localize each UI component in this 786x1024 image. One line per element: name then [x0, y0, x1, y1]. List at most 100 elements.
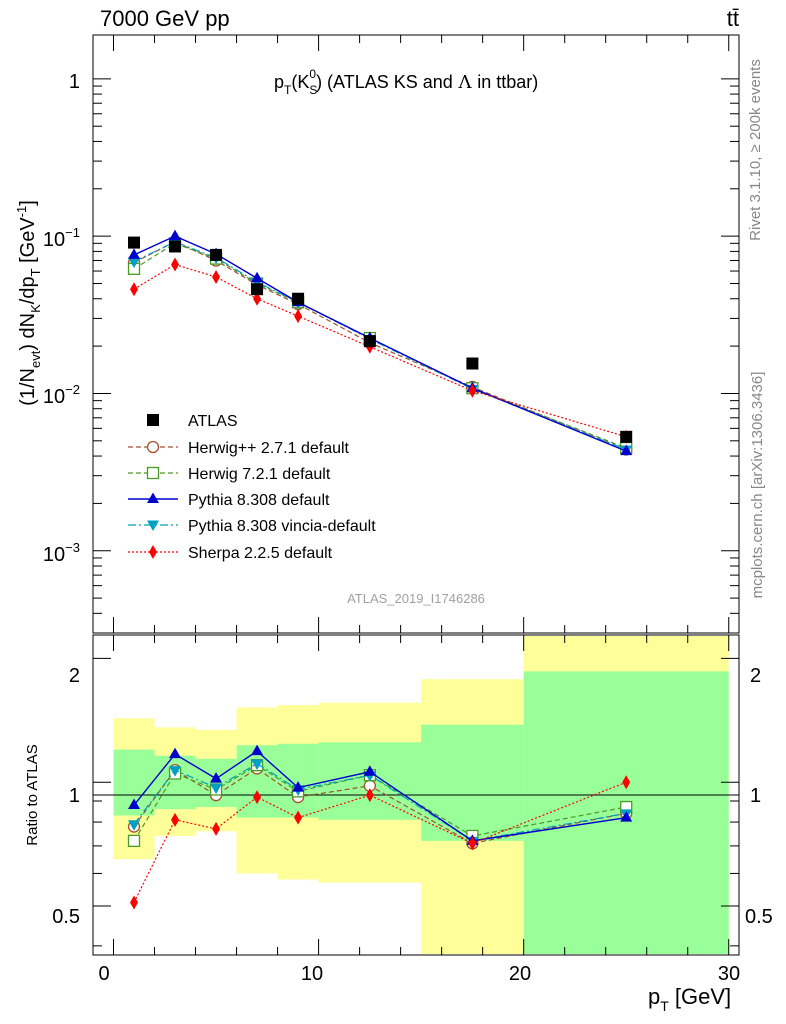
main-point-5-4 [294, 309, 303, 324]
main-point-0-4 [292, 292, 305, 305]
energy-label: 7000 GeV pp [100, 6, 230, 31]
main-point-5-1 [171, 257, 180, 272]
ratio-point-2-7 [620, 811, 633, 822]
main-point-5-3 [253, 291, 262, 306]
ratio-tick-label-right-2: 2 [750, 665, 761, 687]
main-y-axis-label: (1/Nevt) dNK/dpT [GeV-1] [14, 200, 43, 406]
legend-label-sherpa: Sherpa 2.2.5 default [188, 545, 333, 562]
ratio-line-1 [133, 764, 627, 842]
legend-marker-vincia [147, 520, 159, 531]
svg-text:pT [GeV]: pT [GeV] [648, 984, 731, 1014]
rivet-note: Rivet 3.1.10, ≥ 200k events [747, 59, 764, 241]
main-series [127, 229, 633, 457]
ratio-line-2 [133, 750, 627, 842]
ratio-point-1-0 [127, 834, 141, 848]
ratio-point-2-5 [363, 765, 376, 776]
analysis-id: ATLAS_2019_I1746286 [347, 591, 485, 606]
ratio-tick-label-left-0.5: 0.5 [52, 906, 80, 928]
ratio-point-4-2 [212, 821, 221, 836]
axis-ticks [93, 35, 739, 955]
main-point-0-1 [169, 240, 182, 253]
ratio-uncertainty-bands [113, 636, 729, 954]
green-band-4 [277, 743, 319, 818]
main-point-0-7 [620, 430, 633, 443]
green-band-6 [421, 724, 524, 841]
ratio-point-3-3 [251, 759, 264, 771]
legend-entry-vincia: Pythia 8.308 vincia-default [128, 518, 376, 535]
y-tick-label-0.1: 10−1 [43, 225, 80, 251]
main-point-3-1 [169, 229, 182, 241]
green-band-1 [154, 755, 196, 810]
main-point-4-0 [128, 257, 141, 268]
legend-entry-atlas: ATLAS [147, 413, 238, 430]
ratio-point-2-1 [169, 747, 182, 759]
ratio-line-3 [133, 762, 627, 842]
ratio-line-4 [133, 781, 627, 903]
legend-marker-sherpa [149, 545, 157, 559]
x-tick-label-10: 10 [301, 963, 323, 985]
process-label: tt̄ [727, 6, 739, 31]
legend-entry-herwigpp: Herwig++ 2.7.1 default [128, 440, 350, 457]
main-panel-frame [92, 34, 740, 634]
legend-marker-herwigpp [146, 440, 160, 454]
ratio-series [127, 744, 633, 910]
legend-label-herwigpp: Herwig++ 2.7.1 default [188, 440, 350, 457]
ratio-point-2-0 [128, 798, 141, 810]
main-point-0-5 [363, 335, 376, 348]
ratio-point-4-7 [622, 775, 631, 790]
main-line-3 [133, 235, 627, 452]
ratio-point-2-4 [292, 781, 305, 792]
mcplots-note: mcplots.cern.ch [arXiv:1306.3436] [749, 372, 766, 599]
ratio-point-4-0 [130, 895, 139, 910]
main-point-0-2 [210, 248, 223, 261]
svg-text:pT(KS0) (ATLAS KS and Λ in ttb: pT(KS0) (ATLAS KS and Λ in ttbar) [274, 67, 538, 97]
main-point-5-6 [468, 383, 477, 398]
ratio-tick-label-left-1: 1 [69, 785, 80, 807]
main-series-0 [128, 236, 633, 443]
legend-label-herwig7: Herwig 7.2.1 default [188, 466, 331, 483]
ratio-point-4-6 [468, 836, 477, 851]
ratio-point-2-2 [210, 772, 223, 783]
main-point-0-0 [128, 236, 141, 249]
ratio-tick-label-right-0.5: 0.5 [745, 906, 773, 928]
legend-marker-pythia [147, 492, 159, 503]
legend-entry-pythia: Pythia 8.308 default [128, 492, 330, 509]
legend-entry-herwig7: Herwig 7.2.1 default [128, 466, 331, 483]
y-tick-label-0.001: 10−3 [43, 540, 80, 566]
x-tick-labels: 0 10 20 30 [98, 963, 740, 985]
legend-marker-atlas [147, 414, 159, 426]
main-line-5 [133, 263, 627, 438]
ratio-point-4-5 [365, 788, 374, 803]
ratio-point-4-4 [294, 810, 303, 825]
legend: ATLAS Herwig++ 2.7.1 default Herwig 7.2.… [128, 413, 376, 562]
main-point-3-7 [620, 444, 633, 456]
legend-label-pythia: Pythia 8.308 default [188, 492, 330, 509]
y-tick-label-1: 1 [69, 71, 80, 93]
ratio-point-4-3 [253, 790, 262, 805]
ratio-y-tick-labels: 2 1 0.5 2 1 0.5 [52, 665, 773, 928]
main-point-5-2 [212, 269, 221, 284]
ratio-series-4 [130, 775, 631, 910]
x-tick-label-0: 0 [98, 963, 109, 985]
ratio-point-3-1 [169, 766, 182, 777]
ratio-panel-frame [92, 634, 740, 956]
main-point-3-0 [128, 248, 141, 259]
main-y-tick-labels: 1 10−1 10−2 10−3 [43, 71, 80, 566]
y-tick-label-0.01: 10−2 [43, 382, 80, 408]
x-axis-label: pT [GeV] [648, 984, 731, 1014]
x-tick-label-30: 30 [718, 963, 740, 985]
ratio-point-2-3 [251, 744, 264, 756]
ratio-point-3-2 [210, 783, 223, 795]
main-point-3-3 [251, 271, 264, 283]
ratio-tick-label-right-1: 1 [750, 785, 761, 807]
ratio-point-4-1 [171, 812, 180, 827]
legend-label-atlas: ATLAS [188, 413, 238, 430]
plot-title: pT(KS0) (ATLAS KS and Λ in ttbar) [274, 67, 538, 97]
legend-label-vincia: Pythia 8.308 vincia-default [188, 518, 376, 535]
legend-entry-sherpa: Sherpa 2.2.5 default [128, 545, 333, 562]
ratio-point-3-0 [128, 820, 141, 831]
ratio-line-0 [133, 767, 627, 844]
main-line-1 [133, 241, 627, 451]
x-tick-label-20: 20 [509, 963, 531, 985]
